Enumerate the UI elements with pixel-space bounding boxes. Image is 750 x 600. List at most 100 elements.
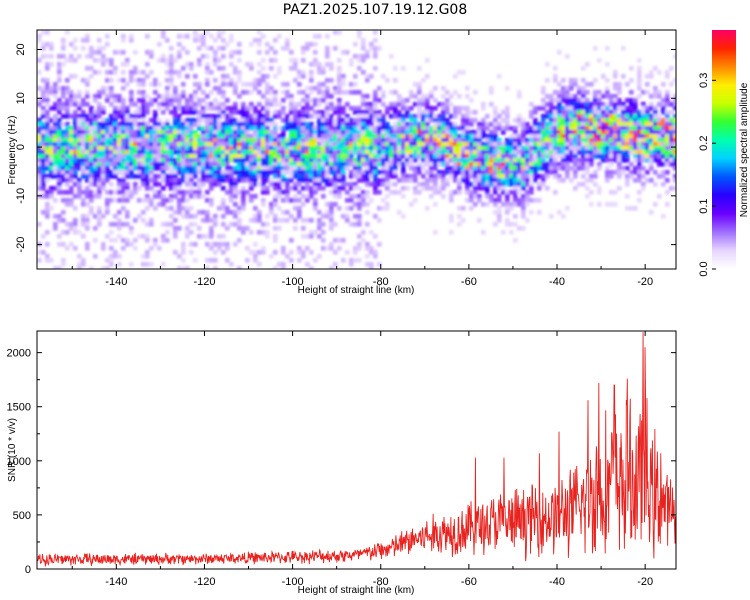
heatmap-cell: [117, 126, 122, 131]
heatmap-cell: [625, 206, 630, 211]
heatmap-cell: [573, 166, 578, 171]
heatmap-cell: [229, 194, 234, 199]
heatmap-cell: [89, 66, 94, 71]
heatmap-cell: [285, 158, 290, 163]
heatmap-cell: [101, 266, 106, 269]
heatmap-cell: [461, 150, 466, 155]
heatmap-cell: [417, 126, 422, 131]
heatmap-cell: [181, 162, 186, 167]
heatmap-cell: [141, 130, 146, 135]
heatmap-cell: [337, 246, 342, 251]
heatmap-cell: [245, 138, 250, 143]
heatmap-cell: [85, 170, 90, 175]
heatmap-cell: [153, 162, 158, 167]
heatmap-cell: [385, 174, 390, 179]
heatmap-cell: [205, 130, 210, 135]
heatmap-cell: [157, 106, 162, 111]
heatmap-cell: [209, 186, 214, 191]
heatmap-cell: [573, 126, 578, 131]
heatmap-cell: [125, 222, 130, 227]
heatmap-cell: [101, 90, 106, 95]
heatmap-cell: [269, 66, 274, 71]
heatmap-cell: [293, 226, 298, 231]
heatmap-cell: [325, 202, 330, 207]
heatmap-cell: [233, 182, 238, 187]
heatmap-cell: [81, 158, 86, 163]
heatmap-cell: [437, 118, 442, 123]
heatmap-cell: [577, 110, 582, 115]
heatmap-cell: [181, 178, 186, 183]
heatmap-cell: [201, 194, 206, 199]
heatmap-cell: [301, 134, 306, 139]
heatmap-cell: [61, 230, 66, 235]
heatmap-cell: [353, 158, 358, 163]
heatmap-cell: [589, 134, 594, 139]
heatmap-cell: [113, 166, 118, 171]
heatmap-cell: [113, 190, 118, 195]
heatmap-cell: [229, 62, 234, 67]
heatmap-cell: [489, 170, 494, 175]
heatmap-cell: [569, 146, 574, 151]
heatmap-cell: [237, 94, 242, 99]
heatmap-cell: [545, 122, 550, 127]
heatmap-cell: [429, 194, 434, 199]
heatmap-cell: [133, 166, 138, 171]
heatmap-cell: [333, 30, 338, 35]
heatmap-cell: [85, 118, 90, 123]
heatmap-cell: [549, 158, 554, 163]
heatmap-cell: [157, 42, 162, 47]
heatmap-cell: [109, 230, 114, 235]
heatmap-cell: [673, 114, 676, 119]
heatmap-cell: [413, 130, 418, 135]
heatmap-cell: [497, 122, 502, 127]
heatmap-cell: [573, 114, 578, 119]
heatmap-cell: [109, 146, 114, 151]
heatmap-cell: [177, 102, 182, 107]
heatmap-cell: [309, 138, 314, 143]
heatmap-cell: [493, 138, 498, 143]
heatmap-cell: [297, 134, 302, 139]
heatmap-cell: [645, 142, 650, 147]
heatmap-cell: [85, 114, 90, 119]
heatmap-cell: [173, 178, 178, 183]
x-tick-label: -100: [282, 576, 304, 588]
heatmap-cell: [205, 54, 210, 59]
heatmap-cell: [457, 138, 462, 143]
heatmap-cell: [533, 118, 538, 123]
heatmap-cell: [417, 130, 422, 135]
heatmap-cell: [337, 90, 342, 95]
heatmap-cell: [353, 142, 358, 147]
heatmap-cell: [373, 38, 378, 43]
heatmap-cell: [369, 262, 374, 267]
heatmap-cell: [377, 126, 382, 131]
heatmap-cell: [121, 62, 126, 67]
heatmap-cell: [57, 138, 62, 143]
heatmap-cell: [565, 118, 570, 123]
heatmap-cell: [305, 186, 310, 191]
heatmap-cell: [269, 254, 274, 259]
heatmap-cell: [269, 146, 274, 151]
heatmap-cell: [225, 74, 230, 79]
heatmap-cell: [161, 158, 166, 163]
heatmap-cell: [113, 150, 118, 155]
heatmap-cell: [217, 90, 222, 95]
heatmap-cell: [217, 58, 222, 63]
heatmap-cell: [93, 114, 98, 119]
heatmap-cell: [81, 218, 86, 223]
heatmap-cell: [257, 38, 262, 43]
heatmap-cell: [301, 126, 306, 131]
heatmap-cell: [597, 138, 602, 143]
heatmap-cell: [233, 122, 238, 127]
heatmap-cell: [645, 114, 650, 119]
heatmap-cell: [177, 162, 182, 167]
heatmap-cell: [285, 46, 290, 51]
heatmap-cell: [597, 58, 602, 63]
heatmap-cell: [421, 150, 426, 155]
heatmap-cell: [437, 138, 442, 143]
heatmap-cell: [593, 174, 598, 179]
heatmap-cell: [237, 70, 242, 75]
heatmap-cell: [273, 142, 278, 147]
heatmap-cell: [361, 110, 366, 115]
heatmap-cell: [145, 198, 150, 203]
heatmap-cell: [65, 134, 70, 139]
